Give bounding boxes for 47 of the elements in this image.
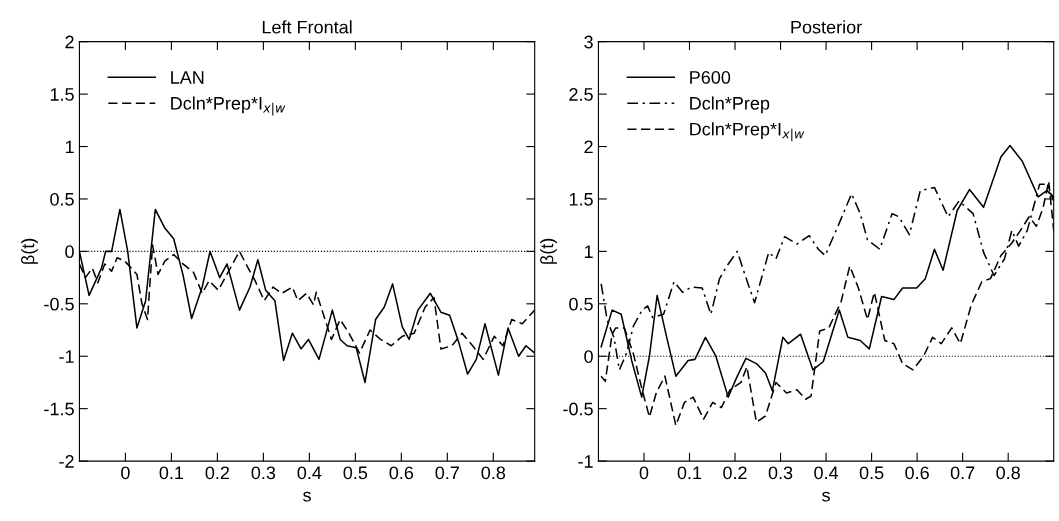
x-axis-title: s	[822, 491, 830, 502]
legend-label: P600	[690, 71, 731, 84]
x-tick-label: 0.5	[343, 466, 368, 480]
y-tick-label: 3	[584, 35, 593, 49]
y-axis-title: β(t)	[540, 238, 557, 264]
legend-label: Dcln*Prep	[690, 96, 770, 114]
x-tick-label: 0.5	[859, 466, 884, 480]
x-tick-label: 0.6	[389, 466, 414, 480]
y-axis-title: β(t)	[21, 238, 38, 264]
x-tick-label: 0.4	[297, 466, 322, 480]
y-tick-label: -1	[578, 455, 593, 468]
y-tick-label: 0.5	[569, 297, 593, 311]
y-tick-label: 1	[65, 140, 74, 154]
y-tick-label: 2	[65, 35, 74, 49]
x-tick-label: 0.1	[159, 466, 184, 480]
x-tick-label: 0.4	[814, 466, 839, 480]
y-tick-label: 0	[65, 245, 74, 259]
x-tick-label: 0.6	[905, 466, 929, 480]
x-tick-label: 0.8	[481, 466, 506, 480]
y-tick-label: 1.5	[569, 193, 593, 206]
chart-title: Left Frontal	[262, 20, 352, 34]
x-axis-title: s	[303, 491, 311, 502]
y-tick-label: 2	[584, 140, 593, 154]
y-tick-label: -2	[59, 455, 74, 468]
chart-title: Posterior	[791, 20, 862, 34]
y-tick-label: 0	[584, 350, 593, 363]
y-tick-label: -0.5	[44, 297, 74, 311]
x-tick-label: 0.3	[251, 466, 276, 480]
y-tick-label: 1.5	[50, 88, 74, 101]
x-tick-label: 0.1	[677, 466, 702, 480]
y-tick-label: 1	[584, 245, 593, 258]
x-tick-label: 0	[121, 466, 130, 480]
y-tick-label: 0.5	[50, 192, 74, 206]
x-tick-label: 0.8	[996, 466, 1020, 480]
legend-label: LAN	[171, 71, 204, 84]
y-tick-label: 2.5	[569, 88, 593, 101]
y-tick-label: -0.5	[563, 402, 593, 416]
x-tick-label: 0.7	[435, 466, 459, 480]
x-tick-label: 0	[639, 466, 649, 480]
x-tick-label: 0.2	[723, 466, 747, 480]
x-tick-label: 0.7	[950, 466, 975, 480]
legend-label: Dcln*Prep*I$_{x|w}$	[690, 122, 805, 142]
x-tick-label: 0.2	[205, 466, 230, 480]
x-tick-label: 0.3	[768, 466, 793, 480]
legend-label: Dcln*Prep*I$_{x|w}$	[171, 96, 286, 116]
y-tick-label: -1	[59, 350, 74, 363]
y-tick-label: -1.5	[44, 402, 74, 416]
